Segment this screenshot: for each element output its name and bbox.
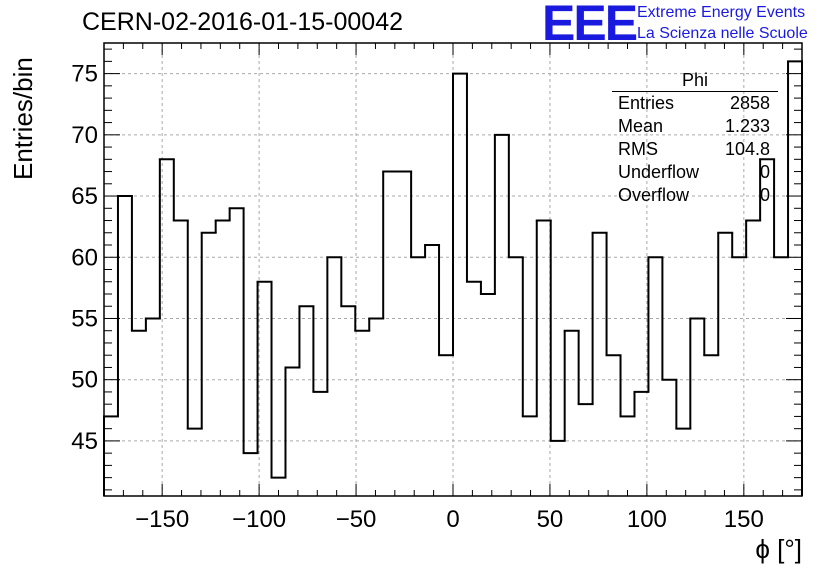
eee-logo: EEE [542,0,638,51]
y-tick-label: 65 [71,183,98,210]
stats-label: RMS [618,139,658,159]
stats-value: 0 [759,162,770,182]
stats-box: Phi Entries 2858 Mean 1.233 RMS 104.8 Un… [612,70,778,207]
chart-title: CERN-02-2016-01-15-00042 [82,8,404,36]
stats-value: 2858 [729,93,770,113]
x-tick-label: 50 [537,506,564,533]
x-tick-label: −50 [336,506,377,533]
x-tick-label: 150 [724,506,764,533]
y-axis-label: Entries/bin [8,57,38,180]
stats-row-underflow: Underflow 0 [612,161,778,184]
stats-value: 104.8 [724,139,770,159]
x-tick-label: 100 [627,506,667,533]
y-tick-label: 70 [71,122,98,149]
stats-value: 1.233 [724,116,770,136]
x-axis-label: ϕ [°] [755,534,802,564]
eee-logo-line-1: Extreme Energy Events [637,4,806,21]
y-tick-label: 45 [71,428,98,455]
stats-value: 0 [759,185,770,205]
x-tick-label: −100 [232,506,286,533]
stats-title: Phi [612,70,778,92]
y-tick-label: 75 [71,61,98,88]
eee-logo-line-2: La Scienza nelle Scuole [637,25,808,42]
stats-row-overflow: Overflow 0 [612,184,778,207]
stats-label: Mean [618,116,664,136]
stats-row-entries: Entries 2858 [612,92,778,115]
stats-label: Overflow [618,185,690,205]
stats-label: Entries [618,93,675,113]
stats-label: Underflow [618,162,700,182]
y-tick-label: 50 [71,367,98,394]
y-tick-label: 55 [71,305,98,332]
stats-row-mean: Mean 1.233 [612,115,778,138]
y-tick-label: 60 [71,244,98,271]
x-tick-label: 0 [446,506,459,533]
x-tick-label: −150 [135,506,189,533]
stats-row-rms: RMS 104.8 [612,138,778,161]
